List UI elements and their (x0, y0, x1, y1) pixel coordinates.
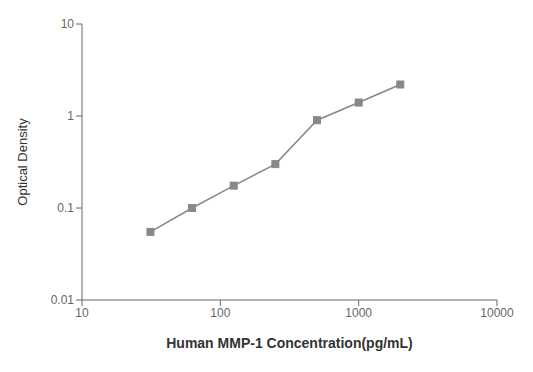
svg-text:Human MMP-1 Concentration(pg/m: Human MMP-1 Concentration(pg/mL) (166, 335, 413, 351)
svg-text:10: 10 (61, 17, 75, 31)
svg-text:Optical Density: Optical Density (15, 118, 30, 206)
svg-text:10: 10 (75, 306, 89, 320)
svg-text:100: 100 (210, 306, 230, 320)
svg-text:0.01: 0.01 (51, 293, 75, 307)
svg-text:0.1: 0.1 (57, 201, 74, 215)
svg-text:10000: 10000 (480, 306, 514, 320)
svg-text:1: 1 (67, 109, 74, 123)
svg-text:1000: 1000 (345, 306, 372, 320)
